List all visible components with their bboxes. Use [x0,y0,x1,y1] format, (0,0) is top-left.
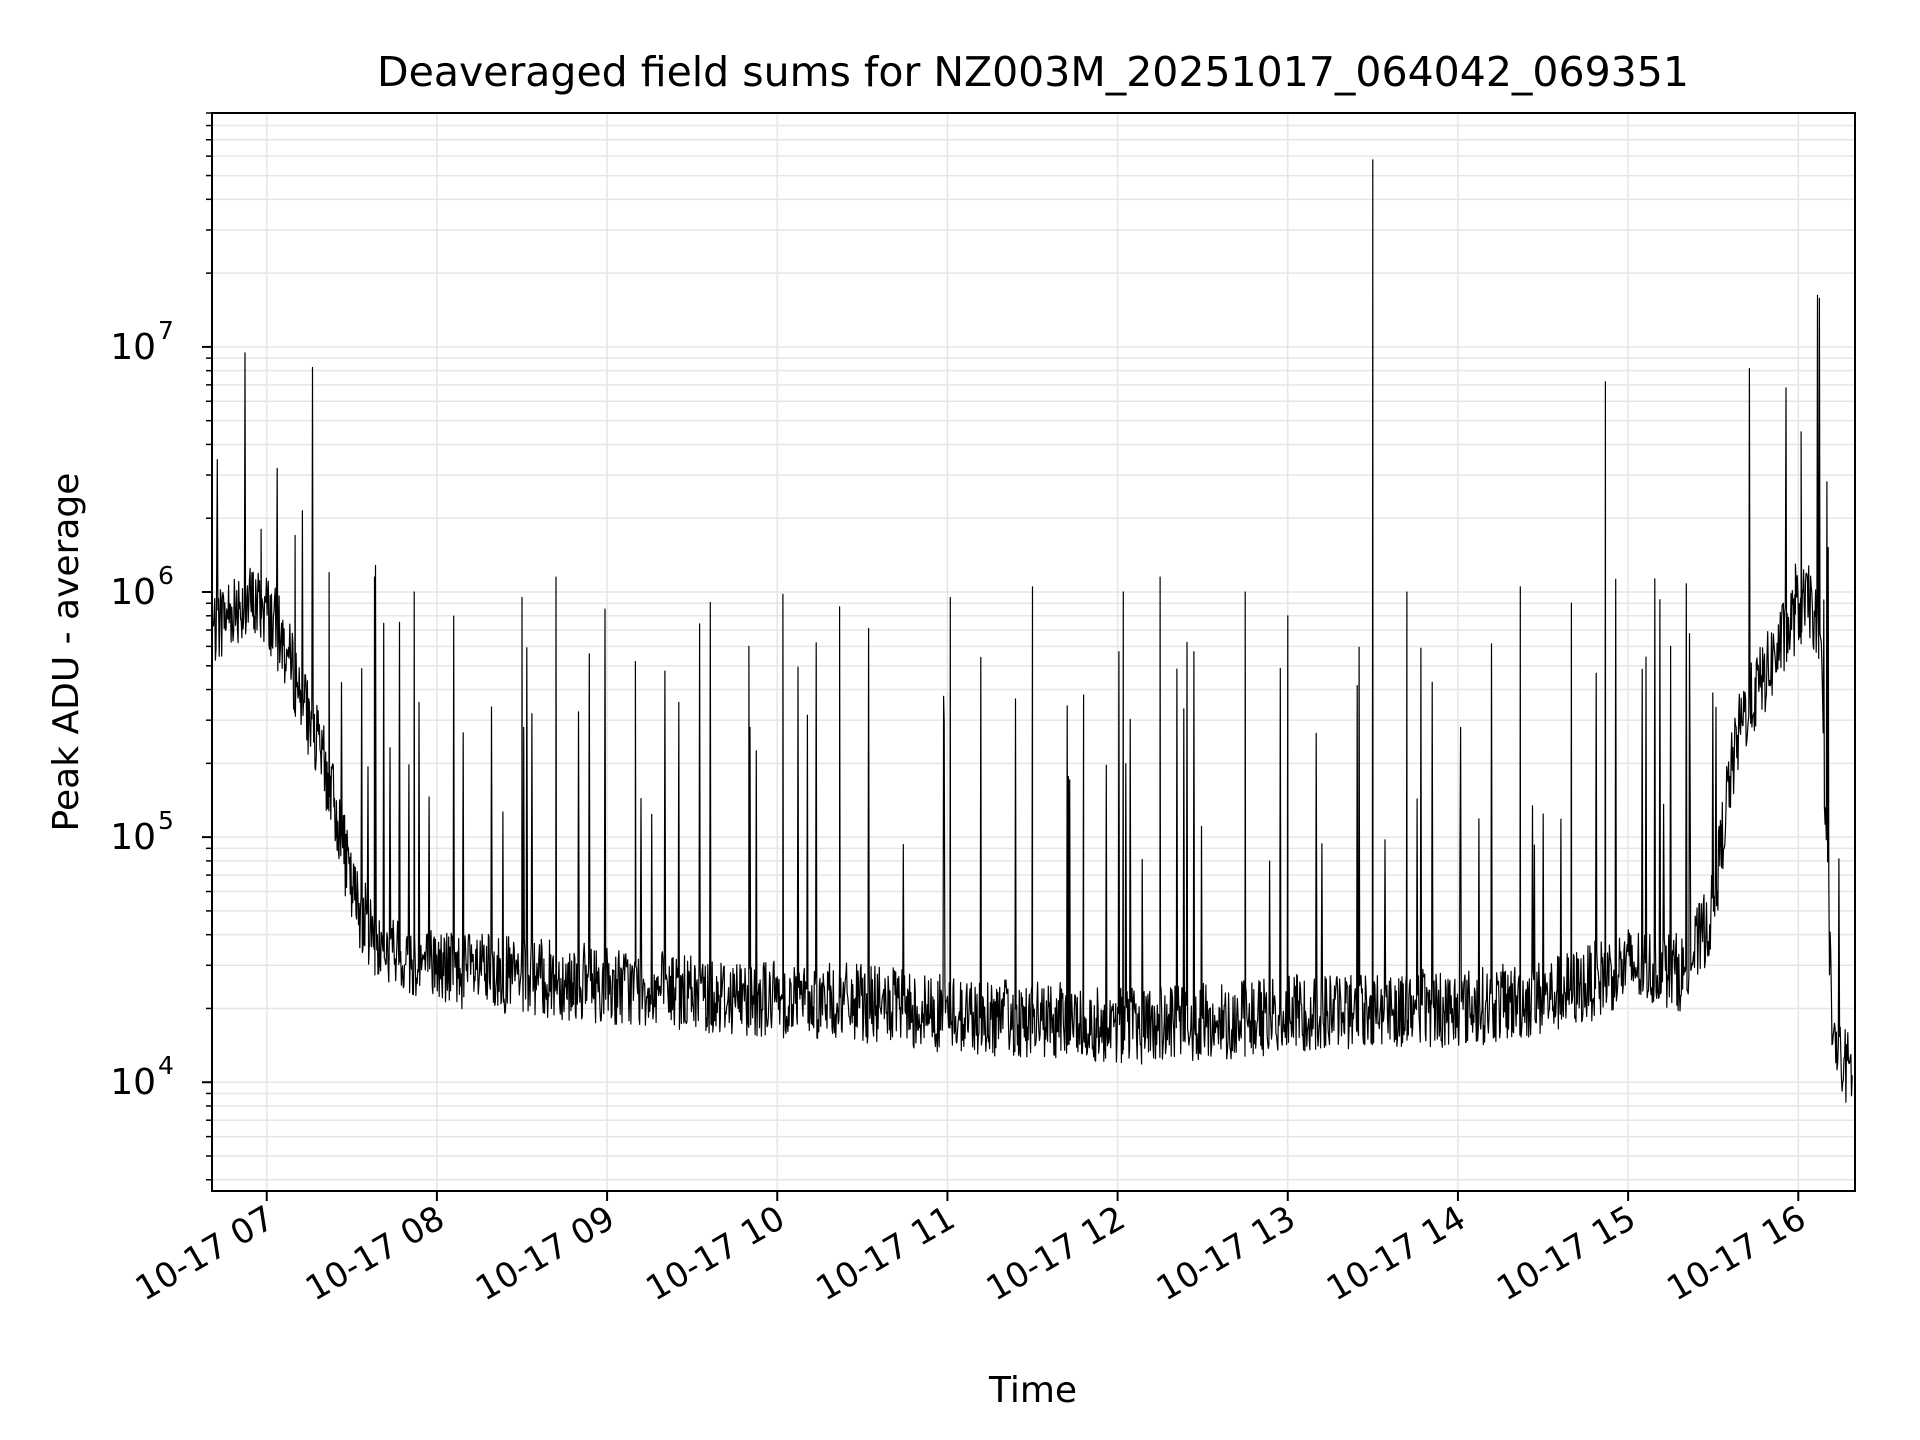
y-tick-label: 10 [110,327,156,368]
y-tick-exponent: 4 [158,1051,174,1080]
y-tick-label: 10 [110,817,156,858]
y-tick-label: 10 [110,572,156,613]
grid-lines [212,112,1855,1191]
x-axis-label: Time [988,1370,1077,1411]
y-tick-label: 10 [110,1062,156,1103]
chart-title: Deaveraged field sums for NZ003M_2025101… [377,48,1689,96]
y-tick-exponent: 7 [158,316,174,345]
series-line [212,159,1853,1103]
plot-area-frame [211,112,1856,1192]
y-tick-exponent: 5 [158,806,174,835]
y-axis-label: Peak ADU - average [46,473,87,832]
y-tick-exponent: 6 [158,561,174,590]
